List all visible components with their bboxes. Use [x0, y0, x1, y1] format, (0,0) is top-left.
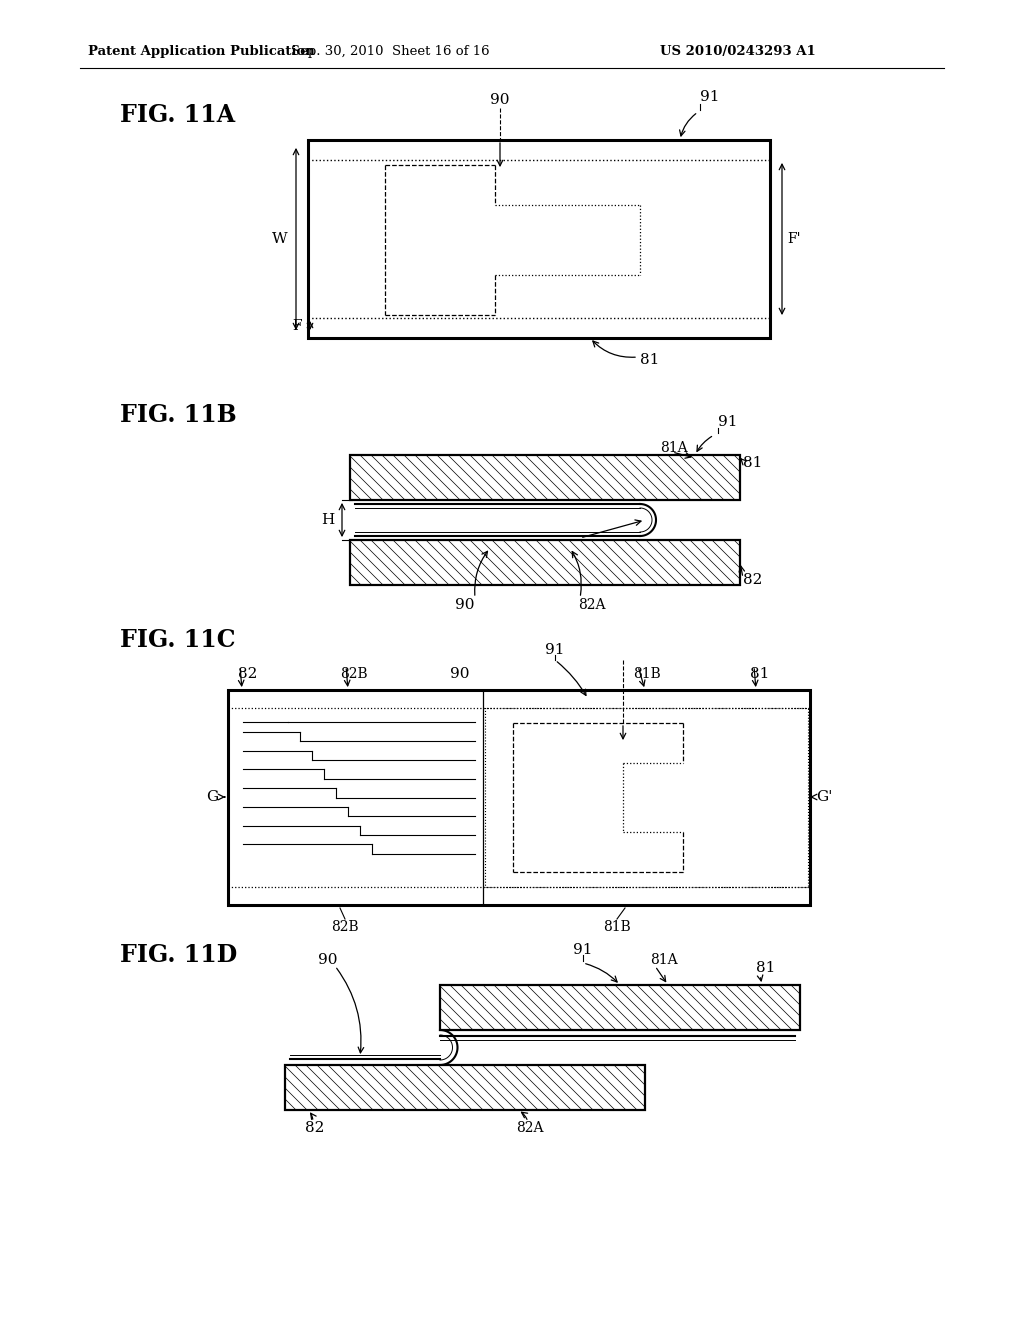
Text: G: G — [206, 789, 218, 804]
Bar — [350, 455, 740, 500]
Text: 82: 82 — [743, 573, 763, 587]
Bar — [440, 985, 800, 1030]
Text: 81B: 81B — [633, 667, 660, 681]
Text: G': G' — [816, 789, 833, 804]
Text: 90: 90 — [318, 953, 338, 968]
Text: 91: 91 — [700, 90, 720, 104]
Text: US 2010/0243293 A1: US 2010/0243293 A1 — [660, 45, 816, 58]
Bar — [308, 140, 770, 338]
Text: F': F' — [787, 232, 801, 246]
Text: 81: 81 — [743, 455, 763, 470]
Text: 91: 91 — [545, 643, 565, 657]
Text: F: F — [293, 319, 302, 333]
Text: 90: 90 — [490, 92, 510, 107]
Text: 81A: 81A — [650, 953, 678, 968]
Text: FIG. 11B: FIG. 11B — [120, 403, 237, 426]
Bar — [485, 708, 808, 887]
Text: Patent Application Publication: Patent Application Publication — [88, 45, 314, 58]
Text: 82A: 82A — [516, 1121, 544, 1135]
Text: 81: 81 — [756, 961, 775, 975]
Bar — [228, 690, 810, 906]
Text: 81: 81 — [750, 667, 769, 681]
Text: 82: 82 — [305, 1121, 325, 1135]
Text: 90: 90 — [456, 598, 475, 612]
Text: 81: 81 — [640, 352, 659, 367]
Bar — [285, 1065, 645, 1110]
Text: Sep. 30, 2010  Sheet 16 of 16: Sep. 30, 2010 Sheet 16 of 16 — [291, 45, 489, 58]
Text: 82B: 82B — [340, 667, 368, 681]
Text: 82A: 82A — [578, 598, 605, 612]
Text: 81A: 81A — [660, 441, 688, 455]
Text: FIG. 11C: FIG. 11C — [120, 628, 236, 652]
Text: 82B: 82B — [331, 920, 358, 935]
Text: 90: 90 — [451, 667, 470, 681]
Text: 81B: 81B — [603, 920, 631, 935]
Text: FIG. 11A: FIG. 11A — [120, 103, 236, 127]
Text: 82: 82 — [238, 667, 257, 681]
Text: 91: 91 — [573, 942, 593, 957]
Text: W: W — [272, 232, 288, 246]
Text: FIG. 11D: FIG. 11D — [120, 942, 238, 968]
Text: H: H — [321, 513, 334, 527]
Text: 91: 91 — [718, 414, 737, 429]
Bar — [350, 540, 740, 585]
